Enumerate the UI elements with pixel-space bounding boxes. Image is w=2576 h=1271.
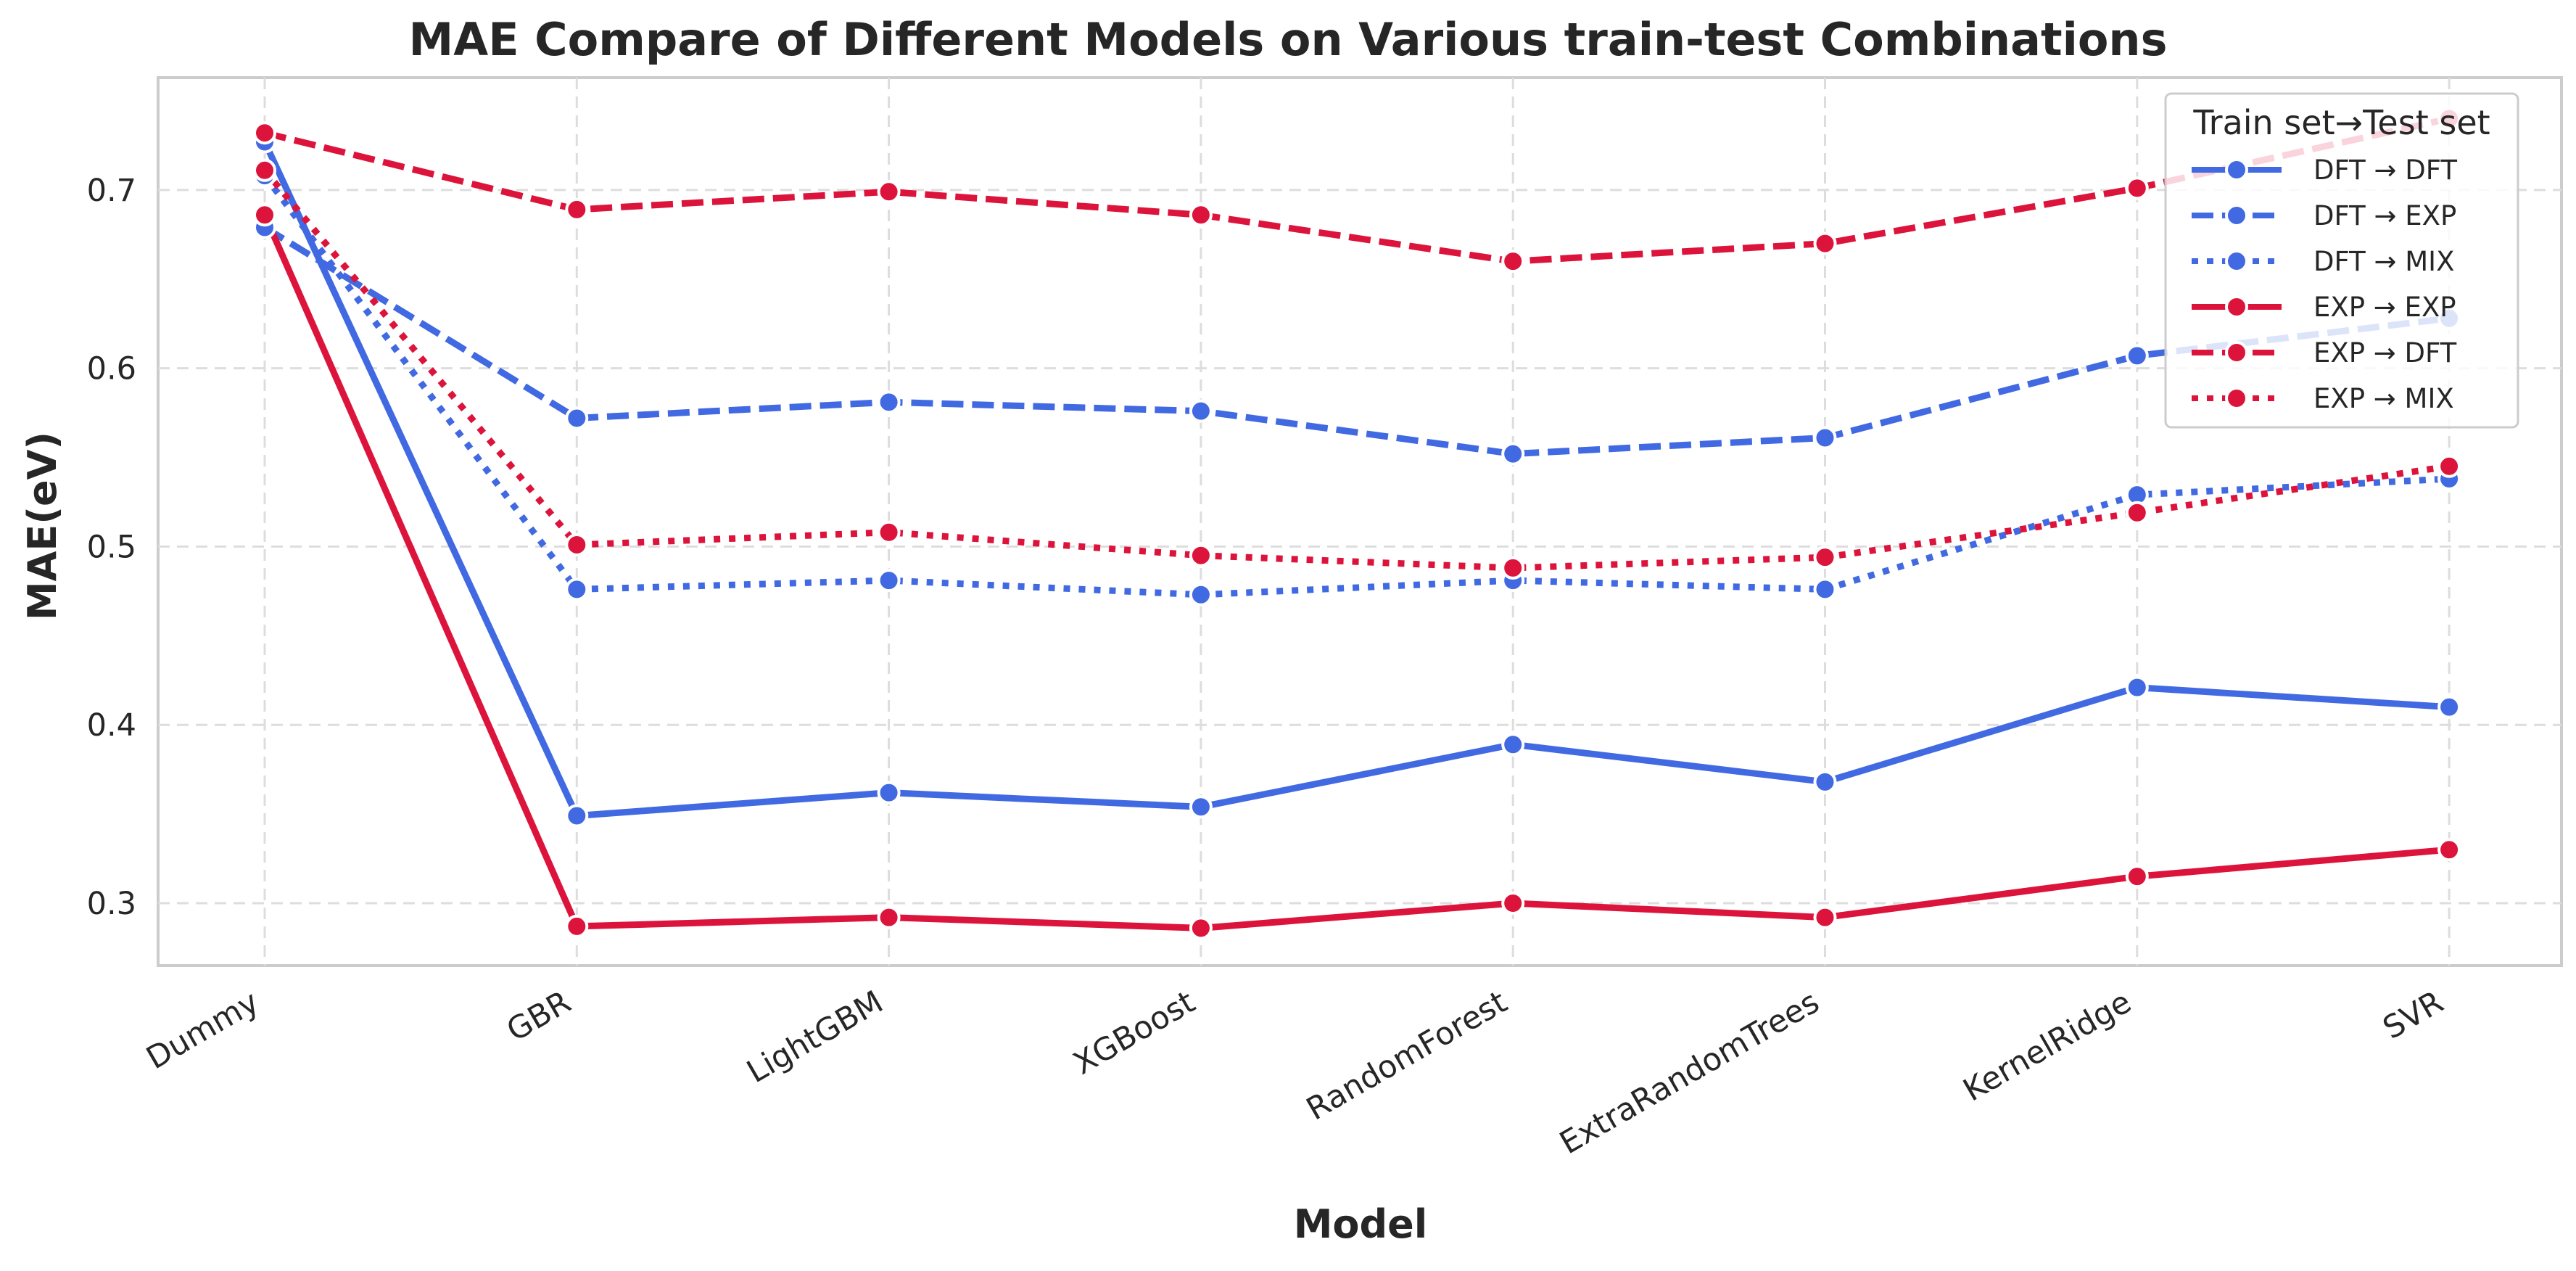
data-point xyxy=(1813,546,1837,569)
data-point xyxy=(253,203,276,227)
data-point xyxy=(565,532,589,556)
legend-label: EXP → DFT xyxy=(2313,337,2457,369)
series-line xyxy=(261,140,2450,819)
legend-label: DFT → MIX xyxy=(2313,246,2454,277)
data-point xyxy=(1813,231,1837,255)
data-point xyxy=(565,406,589,430)
legend-box xyxy=(2164,92,2519,429)
data-point xyxy=(1189,543,1213,567)
data-point xyxy=(253,158,276,182)
data-point xyxy=(877,520,901,544)
data-point xyxy=(1501,556,1525,580)
data-point xyxy=(1813,577,1837,601)
chart-title: MAE Compare of Different Models on Vario… xyxy=(409,13,2168,66)
data-point xyxy=(253,121,276,145)
x-axis-label: Model xyxy=(1294,1201,1428,1247)
series-line xyxy=(261,213,2450,931)
data-point xyxy=(1813,905,1837,929)
data-point xyxy=(1501,442,1525,466)
series-lines xyxy=(261,115,2451,931)
data-point xyxy=(877,781,901,805)
legend-label: DFT → EXP xyxy=(2313,200,2456,231)
data-point xyxy=(1189,583,1213,606)
legend-marker-swatch xyxy=(2225,341,2248,364)
data-point xyxy=(565,804,589,828)
data-point xyxy=(877,569,901,593)
data-point xyxy=(1813,426,1837,450)
data-point xyxy=(877,905,901,929)
data-point xyxy=(2125,176,2149,200)
y-tick-label: 0.5 xyxy=(87,529,136,565)
data-point xyxy=(1813,770,1837,794)
legend-label: EXP → EXP xyxy=(2313,292,2456,323)
legend-marker-swatch xyxy=(2225,295,2248,318)
series-line xyxy=(263,224,2450,458)
data-point xyxy=(2437,838,2461,862)
data-point xyxy=(1189,916,1213,940)
data-point xyxy=(1189,399,1213,423)
legend-title: Train set→Test set xyxy=(2192,103,2490,142)
legend-marker-swatch xyxy=(2225,250,2248,273)
data-point xyxy=(565,577,589,601)
y-axis-label: MAE(eV) xyxy=(20,432,65,620)
y-tick-label: 0.6 xyxy=(87,351,136,387)
legend-marker-swatch xyxy=(2225,204,2248,227)
legend-label: EXP → MIX xyxy=(2313,383,2454,414)
data-point xyxy=(2125,675,2149,699)
series-line xyxy=(262,173,2450,599)
y-tick-label: 0.3 xyxy=(87,886,136,922)
legend-label: DFT → DFT xyxy=(2313,155,2457,186)
series-line xyxy=(263,115,2451,265)
data-point xyxy=(2125,344,2149,368)
data-point xyxy=(877,180,901,204)
legend-entries: DFT → DFT DFT → EXP DFT → MIX EXP → EXP EXP … xyxy=(2192,155,2457,414)
legend-marker-swatch xyxy=(2225,387,2248,410)
data-point xyxy=(1189,203,1213,227)
data-point xyxy=(1501,250,1525,273)
series-line xyxy=(262,168,2450,572)
data-point xyxy=(877,390,901,414)
data-point xyxy=(2125,501,2149,525)
data-point xyxy=(1501,891,1525,915)
data-point xyxy=(1189,795,1213,819)
data-point xyxy=(1501,733,1525,757)
data-point xyxy=(565,914,589,938)
y-tick-label: 0.4 xyxy=(87,707,136,744)
data-point xyxy=(2125,865,2149,889)
data-point xyxy=(2437,695,2461,719)
grid xyxy=(158,78,2561,966)
data-point xyxy=(2437,454,2461,478)
legend-marker-swatch xyxy=(2225,158,2248,181)
data-point xyxy=(565,197,589,221)
y-tick-label: 0.7 xyxy=(87,173,136,209)
